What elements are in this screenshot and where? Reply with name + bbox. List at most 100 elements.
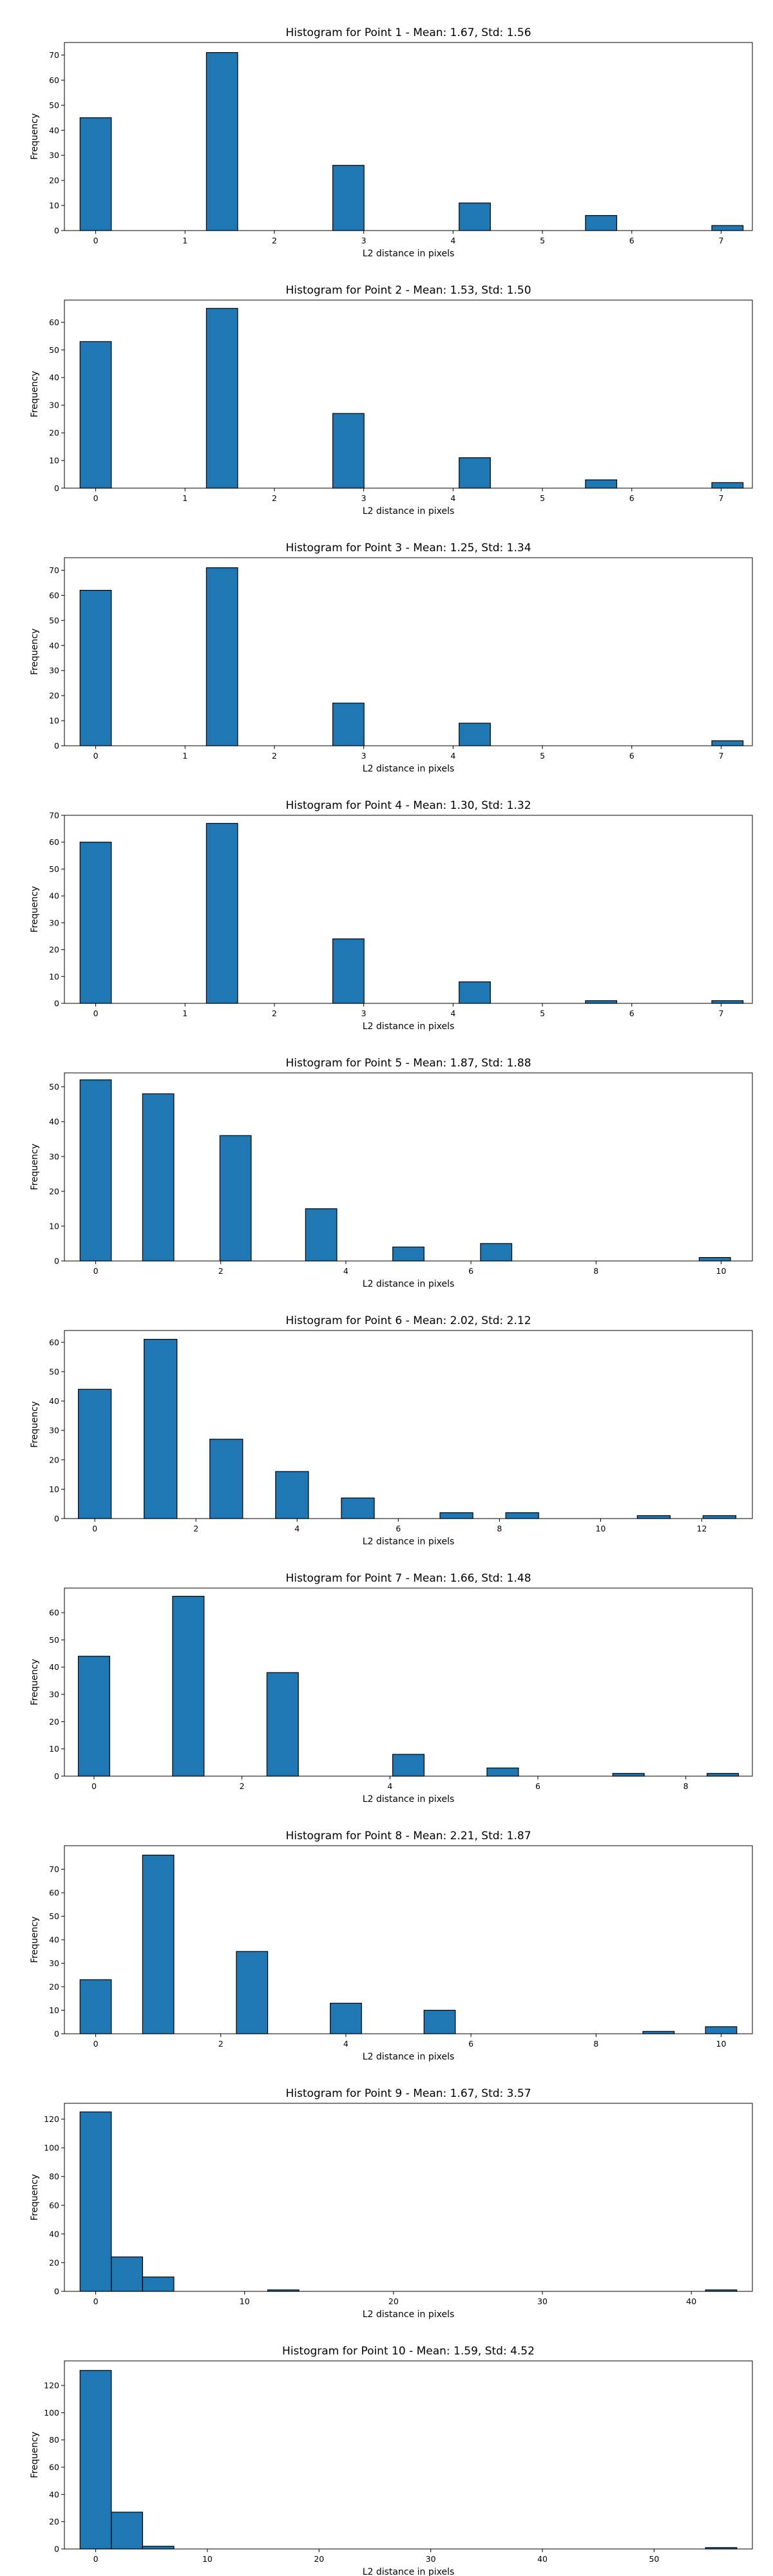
y-axis-label: Frequency (30, 629, 40, 675)
chart-title: Histogram for Point 8 - Mean: 2.21, Std:… (285, 1830, 531, 1842)
histogram-bar (459, 723, 491, 746)
histogram-bar (585, 1000, 618, 1004)
x-tick-label: 1 (182, 236, 187, 245)
x-tick-label: 3 (361, 236, 367, 245)
y-tick-label: 70 (49, 811, 59, 820)
x-tick-label: 2 (272, 493, 277, 503)
x-tick-label: 12 (697, 1524, 707, 1533)
x-tick-label: 4 (450, 751, 455, 761)
plot-frame (64, 2103, 753, 2292)
histogram-bar (305, 1208, 338, 1262)
plot-frame (64, 1330, 753, 1519)
x-tick-label: 6 (629, 1009, 635, 1018)
plot-frame (64, 42, 753, 231)
plot-frame (64, 815, 753, 1004)
histogram-bar (707, 1773, 740, 1777)
histogram-bar (205, 567, 238, 746)
y-tick-label: 60 (49, 837, 59, 847)
x-tick-label: 0 (92, 1524, 97, 1533)
histogram-bar (77, 1388, 112, 1519)
chart-title: Histogram for Point 10 - Mean: 1.59, Std… (282, 2345, 535, 2358)
x-tick-label: 4 (450, 1009, 455, 1018)
y-tick-label: 10 (49, 1484, 59, 1494)
x-tick-label: 5 (540, 751, 545, 761)
y-tick-label: 40 (49, 2490, 59, 2499)
y-tick-label: 50 (49, 1911, 59, 1921)
x-tick-label: 6 (629, 751, 635, 761)
y-tick-label: 20 (49, 945, 59, 954)
x-axis-label: L2 distance in pixels (363, 1021, 455, 1032)
x-tick-label: 4 (450, 493, 455, 503)
y-tick-label: 30 (49, 1151, 59, 1161)
histogram-bar (612, 1773, 645, 1777)
y-axis-label: Frequency (30, 1659, 40, 1705)
histogram-bar (702, 1515, 737, 1519)
histogram-bar (585, 215, 618, 231)
x-tick-label: 4 (343, 1266, 348, 1276)
x-tick-label: 8 (593, 2039, 598, 2049)
y-tick-label: 40 (49, 891, 59, 901)
chart-title: Histogram for Point 4 - Mean: 1.30, Std:… (285, 799, 531, 812)
x-tick-label: 0 (93, 236, 99, 245)
plot-frame (64, 299, 753, 489)
y-tick-label: 60 (49, 75, 59, 85)
y-tick-label: 40 (49, 2229, 59, 2239)
plot-frame (64, 2360, 753, 2550)
x-tick-label: 1 (182, 751, 187, 761)
x-tick-label: 2 (240, 1781, 245, 1791)
chart-title: Histogram for Point 3 - Mean: 1.25, Std:… (285, 542, 531, 554)
y-tick-label: 100 (44, 2143, 59, 2153)
histogram-panel-6: 0 2 4 6 8 10 12 0 10 20 30 40 50 60 Histogram for Poin… (30, 1314, 753, 1547)
histogram-panel-5: 0 2 4 6 8 10 0 10 20 30 40 50 Histogram for Point 5 … (30, 1057, 753, 1289)
x-tick-label: 2 (272, 236, 277, 245)
x-tick-label: 10 (240, 2297, 250, 2306)
x-tick-label: 4 (450, 236, 455, 245)
histogram-bar (79, 2111, 112, 2292)
y-axis-label: Frequency (30, 886, 40, 933)
y-tick-label: 0 (54, 1256, 59, 1266)
y-tick-label: 60 (49, 2201, 59, 2210)
histogram-bar (79, 2370, 112, 2550)
histogram-bar (705, 2026, 738, 2034)
y-tick-label: 20 (49, 691, 59, 701)
histogram-bar (209, 1439, 243, 1519)
y-axis-label: Frequency (30, 371, 40, 417)
x-tick-label: 3 (361, 1009, 367, 1018)
y-tick-label: 0 (54, 741, 59, 751)
x-axis-label: L2 distance in pixels (363, 249, 455, 259)
x-tick-label: 10 (716, 2039, 727, 2049)
x-tick-label: 10 (202, 2554, 213, 2564)
y-tick-label: 30 (49, 401, 59, 410)
y-tick-label: 50 (49, 100, 59, 110)
x-tick-label: 10 (716, 1266, 727, 1276)
x-tick-label: 0 (93, 751, 99, 761)
chart-title: Histogram for Point 5 - Mean: 1.87, Std:… (285, 1057, 531, 1070)
histogram-bar (423, 2009, 456, 2034)
y-tick-label: 40 (49, 1396, 59, 1406)
x-tick-label: 1 (182, 493, 187, 503)
histogram-bar (79, 1979, 112, 2034)
y-tick-label: 40 (49, 373, 59, 383)
y-tick-label: 50 (49, 1367, 59, 1376)
x-tick-label: 4 (343, 2039, 348, 2049)
histogram-bar (332, 413, 365, 489)
histogram-bar (142, 1855, 175, 2034)
x-tick-label: 20 (388, 2297, 399, 2306)
x-tick-label: 6 (468, 1266, 473, 1276)
histogram-bar (332, 938, 365, 1004)
histogram-bar (392, 1754, 425, 1777)
histogram-panel-7: 0 2 4 6 8 0 10 20 30 40 50 60 Histogram for Point 7 … (30, 1572, 753, 1804)
x-tick-label: 6 (468, 2039, 473, 2049)
x-tick-label: 6 (629, 236, 635, 245)
y-tick-label: 0 (54, 999, 59, 1009)
x-axis-label: L2 distance in pixels (363, 2567, 455, 2576)
y-tick-label: 0 (54, 484, 59, 493)
x-tick-label: 2 (193, 1524, 198, 1533)
histogram-bar (79, 117, 112, 231)
y-tick-label: 40 (49, 126, 59, 135)
y-tick-label: 80 (49, 2435, 59, 2445)
x-axis-label: L2 distance in pixels (363, 2309, 455, 2320)
y-tick-label: 30 (49, 918, 59, 927)
